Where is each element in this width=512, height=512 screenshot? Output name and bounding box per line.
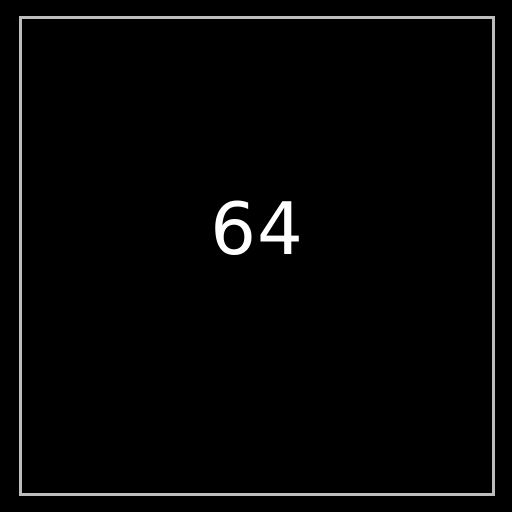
tile-value: 64 <box>210 187 304 271</box>
tile-frame: 64 <box>19 16 495 496</box>
